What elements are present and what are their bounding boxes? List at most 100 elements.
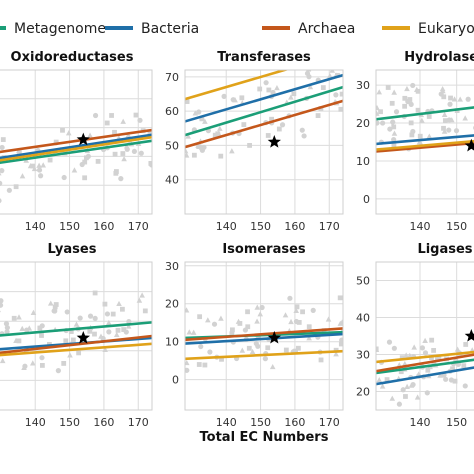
legend: Metagenome Bacteria Archaea Eukaryota xyxy=(0,21,474,37)
star-marker xyxy=(267,330,281,344)
bg-point xyxy=(199,116,205,122)
bg-point xyxy=(431,360,437,366)
bg-point xyxy=(70,337,76,343)
bg-point xyxy=(287,295,293,301)
bg-point xyxy=(40,162,47,168)
bg-point xyxy=(120,118,126,124)
bg-point xyxy=(429,355,434,361)
bg-point xyxy=(185,152,190,158)
bg-point xyxy=(4,329,10,335)
bg-point xyxy=(137,117,143,123)
bg-point xyxy=(3,321,10,327)
x-tick-label: 150 xyxy=(446,416,467,429)
bg-point xyxy=(245,309,250,315)
bg-point xyxy=(185,148,189,154)
bg-point xyxy=(376,104,380,111)
bg-point xyxy=(338,106,343,112)
bg-point xyxy=(453,128,460,134)
bg-point xyxy=(196,144,202,150)
bg-point xyxy=(16,314,22,320)
bg-point xyxy=(185,99,190,104)
bg-point xyxy=(461,363,467,369)
y-tick-label: 10 xyxy=(356,155,370,168)
bg-point xyxy=(410,82,416,89)
x-tick-label: 140 xyxy=(216,220,237,233)
bg-point xyxy=(441,128,448,134)
bg-point xyxy=(441,94,447,100)
bg-point xyxy=(288,94,294,100)
bg-point xyxy=(400,387,406,393)
bg-point xyxy=(207,349,213,355)
background-points xyxy=(0,290,148,374)
bg-point xyxy=(4,325,10,331)
bg-point xyxy=(265,133,271,138)
bg-point xyxy=(148,161,152,166)
bg-point xyxy=(391,124,397,130)
bg-point xyxy=(239,347,246,353)
bg-point xyxy=(269,116,274,122)
bg-point xyxy=(337,295,343,301)
bg-point xyxy=(104,311,111,317)
series-line-metagenome xyxy=(376,106,474,121)
bg-point xyxy=(426,133,433,139)
bg-point xyxy=(310,307,316,313)
bg-point xyxy=(147,130,152,136)
bg-point xyxy=(450,366,455,372)
bg-point xyxy=(61,361,67,366)
bg-point xyxy=(376,120,380,126)
bg-point xyxy=(63,338,69,344)
bg-point xyxy=(113,331,120,338)
y-tick-label: 50 xyxy=(356,275,370,288)
y-tick-label: 0 xyxy=(363,193,370,206)
series-line-eukaryota xyxy=(0,135,152,162)
bg-point xyxy=(218,315,224,321)
bg-point xyxy=(288,318,294,325)
bg-point xyxy=(196,362,202,367)
bg-point xyxy=(463,342,469,347)
bg-point xyxy=(77,315,83,321)
star-marker xyxy=(76,132,90,146)
bg-point xyxy=(109,113,114,118)
bg-point xyxy=(47,300,54,306)
series-line-archaea xyxy=(0,128,152,154)
bg-point xyxy=(230,327,235,333)
bg-point xyxy=(100,335,106,342)
bg-point xyxy=(232,97,238,103)
bg-point xyxy=(329,70,336,73)
bg-point xyxy=(457,96,463,102)
bg-point xyxy=(437,372,443,378)
star-marker xyxy=(464,138,474,152)
bg-point xyxy=(205,317,211,323)
bg-point xyxy=(293,307,299,313)
bg-point xyxy=(219,356,224,362)
x-tick-label: 140 xyxy=(410,416,431,429)
bg-point xyxy=(269,363,276,370)
bg-point xyxy=(376,346,380,353)
bg-point xyxy=(138,150,144,156)
panel-title: Ligases xyxy=(417,242,472,257)
bg-point xyxy=(245,324,251,330)
bg-point xyxy=(327,72,333,79)
y-tick-label: 70 xyxy=(165,71,179,84)
bg-point xyxy=(11,315,17,321)
bg-point xyxy=(229,148,235,154)
bg-point xyxy=(454,346,461,352)
x-tick-label: 170 xyxy=(128,416,149,429)
bg-point xyxy=(37,325,43,331)
bg-point xyxy=(0,172,2,176)
bg-point xyxy=(121,327,127,332)
bg-point xyxy=(414,394,421,400)
bg-point xyxy=(19,173,26,179)
bg-point xyxy=(192,110,199,116)
bg-point xyxy=(0,357,6,364)
bg-point xyxy=(389,100,395,106)
bg-point xyxy=(47,157,53,163)
bg-point xyxy=(291,91,297,97)
panel-frame xyxy=(0,261,153,411)
bg-point xyxy=(462,115,468,121)
bg-point xyxy=(465,96,471,102)
bg-point xyxy=(102,346,108,352)
bg-point xyxy=(436,354,442,360)
bg-point xyxy=(30,309,37,315)
